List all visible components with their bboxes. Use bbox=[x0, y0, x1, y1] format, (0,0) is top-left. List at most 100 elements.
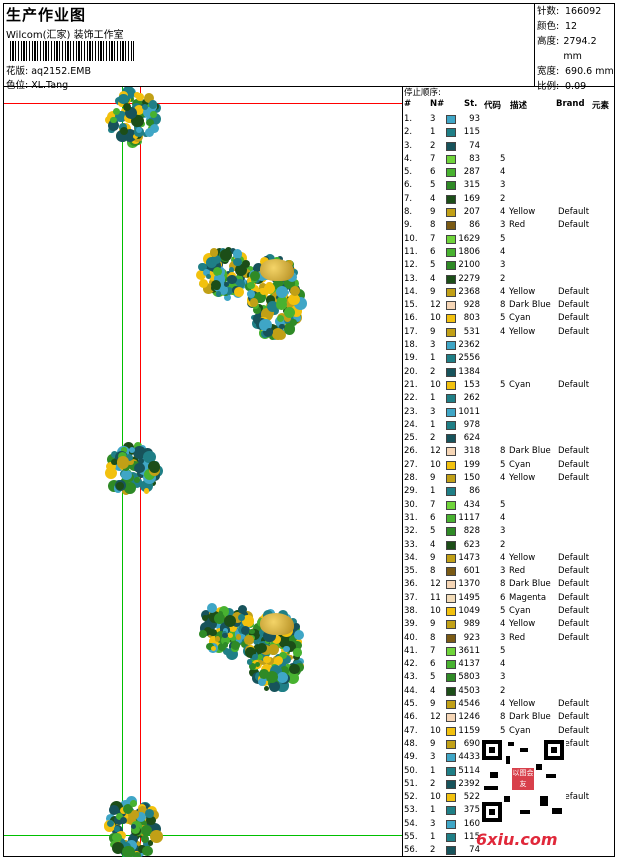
row-needle: 3 bbox=[430, 406, 436, 417]
table-row: 17. 9 531 4 Yellow Default bbox=[404, 326, 616, 339]
design-file: 花版: aq2152.EMB bbox=[6, 63, 91, 77]
color-swatch bbox=[446, 793, 456, 803]
row-brand: Default bbox=[558, 207, 590, 218]
row-stitches: 4503 bbox=[458, 685, 480, 696]
colorway: 色位: XL.Tang bbox=[6, 77, 68, 91]
row-needle: 9 bbox=[430, 286, 436, 297]
table-header: # N# St. 代码 描述 Brand 元素 bbox=[404, 99, 616, 113]
row-stitches: 287 bbox=[463, 167, 480, 178]
color-swatch bbox=[446, 327, 456, 337]
row-code: 4 bbox=[500, 326, 506, 337]
color-swatch bbox=[446, 434, 456, 444]
color-swatch bbox=[446, 301, 456, 311]
row-index: 2. bbox=[404, 127, 413, 138]
row-needle: 3 bbox=[430, 114, 436, 124]
row-needle: 5 bbox=[430, 672, 436, 683]
row-needle: 8 bbox=[430, 566, 436, 577]
table-divider bbox=[402, 87, 403, 857]
stat-label: 颜色: bbox=[537, 21, 560, 32]
color-swatch bbox=[446, 726, 456, 736]
row-needle: 8 bbox=[430, 220, 436, 231]
stat-label: 高度: bbox=[537, 36, 560, 47]
table-row: 24. 1 978 bbox=[404, 419, 616, 432]
row-code: 5 bbox=[500, 499, 506, 510]
row-index: 54. bbox=[404, 818, 418, 829]
table-row: 21. 10 153 5 Cyan Default bbox=[404, 379, 616, 392]
flower-motif bbox=[198, 602, 256, 660]
row-stitches: 1011 bbox=[458, 406, 480, 417]
row-index: 15. bbox=[404, 300, 418, 311]
row-stitches: 1473 bbox=[458, 552, 480, 563]
row-stitches: 318 bbox=[463, 446, 480, 457]
row-desc: Dark Blue bbox=[509, 579, 551, 590]
row-needle: 4 bbox=[430, 273, 436, 284]
page-frame bbox=[3, 3, 615, 857]
row-code: 4 bbox=[500, 207, 506, 218]
row-index: 11. bbox=[404, 246, 418, 257]
row-needle: 5 bbox=[430, 526, 436, 537]
stat-label: 宽度: bbox=[537, 66, 560, 77]
row-stitches: 4433 bbox=[458, 752, 480, 763]
color-swatch bbox=[446, 380, 456, 390]
row-brand: Default bbox=[558, 605, 590, 616]
row-needle: 3 bbox=[430, 818, 436, 829]
color-swatch bbox=[446, 460, 456, 470]
row-index: 33. bbox=[404, 539, 418, 550]
color-swatch bbox=[446, 673, 456, 683]
row-index: 31. bbox=[404, 512, 418, 523]
row-index: 28. bbox=[404, 473, 418, 484]
color-swatch bbox=[446, 633, 456, 643]
row-needle: 1 bbox=[430, 805, 436, 816]
row-needle: 10 bbox=[430, 725, 441, 736]
row-code: 4 bbox=[500, 286, 506, 297]
color-swatch bbox=[446, 846, 456, 856]
row-stitches: 5803 bbox=[458, 672, 480, 683]
row-brand: Default bbox=[558, 459, 590, 470]
color-swatch bbox=[446, 394, 456, 404]
row-stitches: 623 bbox=[463, 539, 480, 550]
table-row: 19. 1 2556 bbox=[404, 352, 616, 365]
row-code: 3 bbox=[500, 260, 506, 271]
row-stitches: 153 bbox=[463, 379, 480, 390]
table-caption: 停止顺序: bbox=[404, 88, 441, 98]
table-row: 11. 6 1806 4 bbox=[404, 246, 616, 259]
design-file-value: aq2152.EMB bbox=[31, 66, 91, 77]
stat-width: 宽度: 690.6 mm bbox=[537, 64, 615, 79]
row-brand: Default bbox=[558, 632, 590, 643]
col-num: # bbox=[404, 99, 412, 109]
table-row: 5. 6 287 4 bbox=[404, 166, 616, 179]
color-swatch bbox=[446, 513, 456, 523]
row-needle: 12 bbox=[430, 446, 441, 457]
row-stitches: 1384 bbox=[458, 366, 480, 377]
table-row: 14. 9 2368 4 Yellow Default bbox=[404, 286, 616, 299]
row-code: 5 bbox=[500, 379, 506, 390]
color-swatch bbox=[446, 194, 456, 204]
row-index: 20. bbox=[404, 366, 418, 377]
row-needle: 10 bbox=[430, 459, 441, 470]
row-brand: Default bbox=[558, 286, 590, 297]
stat-label: 比例: bbox=[537, 81, 560, 92]
row-code: 5 bbox=[500, 459, 506, 470]
row-code: 3 bbox=[500, 220, 506, 231]
row-stitches: 74 bbox=[469, 140, 480, 151]
row-code: 2 bbox=[500, 539, 506, 550]
row-code: 4 bbox=[500, 699, 506, 710]
color-swatch bbox=[446, 474, 456, 484]
row-code: 4 bbox=[500, 167, 506, 178]
row-index: 36. bbox=[404, 579, 418, 590]
row-stitches: 2556 bbox=[458, 353, 480, 364]
table-row: 44. 4 4503 2 bbox=[404, 685, 616, 698]
flower-motif bbox=[103, 795, 163, 857]
row-brand: Default bbox=[558, 792, 590, 803]
color-swatch bbox=[446, 354, 456, 364]
row-index: 16. bbox=[404, 313, 418, 324]
row-desc: Yellow bbox=[509, 207, 536, 218]
stop-sequence-table: 停止顺序: # N# St. 代码 描述 Brand 元素 1. 3 93 2. 1 11… bbox=[404, 88, 616, 858]
row-desc: Red bbox=[509, 632, 526, 643]
table-row: 40. 8 923 3 Red Default bbox=[404, 632, 616, 645]
color-swatch bbox=[446, 115, 456, 124]
row-needle: 9 bbox=[430, 207, 436, 218]
row-stitches: 86 bbox=[469, 220, 480, 231]
design-preview[interactable] bbox=[4, 87, 402, 857]
row-needle: 1 bbox=[430, 765, 436, 776]
